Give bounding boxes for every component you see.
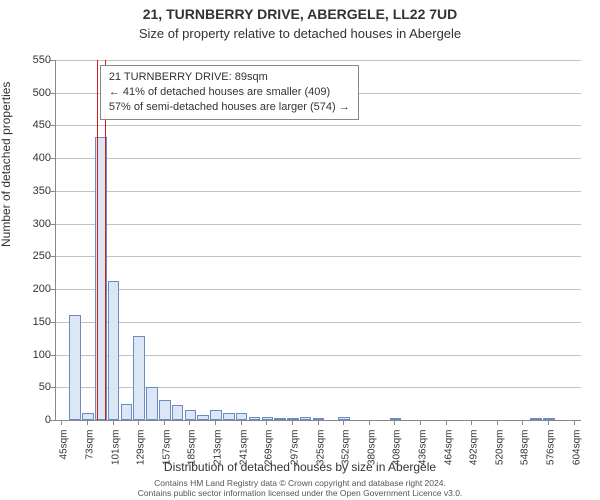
x-tick-mark [241, 420, 242, 425]
histogram-bar [133, 336, 145, 420]
x-tick-mark [369, 420, 370, 425]
y-tick-label: 500 [11, 87, 51, 99]
histogram-bar [121, 404, 133, 420]
x-tick-label: 45sqm [59, 430, 70, 460]
x-tick-mark [318, 420, 319, 425]
x-tick-mark [343, 420, 344, 425]
y-tick-mark [50, 355, 55, 356]
gridline [56, 322, 581, 323]
x-tick-mark [266, 420, 267, 425]
y-tick-mark [50, 387, 55, 388]
chart-title-desc: Size of property relative to detached ho… [0, 26, 600, 41]
y-tick-mark [50, 224, 55, 225]
x-tick-mark [394, 420, 395, 425]
chart-title-address: 21, TURNBERRY DRIVE, ABERGELE, LL22 7UD [0, 6, 600, 22]
histogram-bar [108, 281, 120, 420]
info-line: 57% of semi-detached houses are larger (… [109, 100, 350, 115]
info-line: ← 41% of detached houses are smaller (40… [109, 85, 350, 100]
histogram-bar [185, 410, 197, 420]
y-tick-mark [50, 256, 55, 257]
gridline [56, 125, 581, 126]
x-tick-mark [548, 420, 549, 425]
histogram-bar [69, 315, 81, 420]
y-tick-label: 400 [11, 152, 51, 164]
histogram-bar [236, 413, 248, 420]
x-tick-mark [471, 420, 472, 425]
x-tick-mark [113, 420, 114, 425]
y-tick-label: 250 [11, 250, 51, 262]
y-tick-label: 100 [11, 349, 51, 361]
footer-line1: Contains HM Land Registry data © Crown c… [0, 478, 600, 488]
gridline [56, 256, 581, 257]
x-tick-mark [292, 420, 293, 425]
y-tick-mark [50, 289, 55, 290]
y-tick-mark [50, 60, 55, 61]
x-tick-mark [138, 420, 139, 425]
x-tick-mark [215, 420, 216, 425]
reference-line [97, 60, 98, 420]
y-tick-mark [50, 93, 55, 94]
y-tick-label: 550 [11, 54, 51, 66]
gridline [56, 191, 581, 192]
y-tick-mark [50, 191, 55, 192]
x-tick-mark [497, 420, 498, 425]
x-tick-mark [420, 420, 421, 425]
x-axis-title: Distribution of detached houses by size … [0, 460, 600, 474]
y-tick-mark [50, 158, 55, 159]
y-tick-label: 300 [11, 218, 51, 230]
y-tick-label: 150 [11, 316, 51, 328]
y-tick-mark [50, 420, 55, 421]
y-tick-label: 450 [11, 119, 51, 131]
y-tick-label: 0 [11, 414, 51, 426]
y-tick-label: 350 [11, 185, 51, 197]
histogram-bar [530, 418, 542, 420]
info-callout-box: 21 TURNBERRY DRIVE: 89sqm← 41% of detach… [100, 65, 359, 120]
histogram-bar [146, 387, 158, 420]
gridline [56, 60, 581, 61]
histogram-bar [210, 410, 222, 420]
gridline [56, 158, 581, 159]
x-tick-mark [574, 420, 575, 425]
attribution-footer: Contains HM Land Registry data © Crown c… [0, 478, 600, 498]
y-tick-mark [50, 322, 55, 323]
x-tick-mark [189, 420, 190, 425]
y-tick-label: 50 [11, 381, 51, 393]
x-tick-mark [164, 420, 165, 425]
histogram-bar [82, 413, 94, 420]
histogram-bar [172, 405, 184, 420]
histogram-bar [262, 417, 274, 420]
histogram-bar [287, 418, 299, 420]
gridline [56, 224, 581, 225]
histogram-bar [274, 418, 286, 420]
x-tick-mark [446, 420, 447, 425]
x-tick-mark [61, 420, 62, 425]
info-line: 21 TURNBERRY DRIVE: 89sqm [109, 70, 350, 85]
x-tick-label: 73sqm [85, 430, 96, 460]
gridline [56, 289, 581, 290]
histogram-bar [223, 413, 235, 420]
histogram-bar [300, 417, 312, 420]
histogram-bar [249, 417, 261, 420]
histogram-bar [159, 400, 171, 420]
x-tick-mark [87, 420, 88, 425]
histogram-bar [197, 415, 209, 420]
y-tick-label: 200 [11, 283, 51, 295]
x-tick-mark [522, 420, 523, 425]
y-tick-mark [50, 125, 55, 126]
footer-line2: Contains public sector information licen… [0, 488, 600, 498]
